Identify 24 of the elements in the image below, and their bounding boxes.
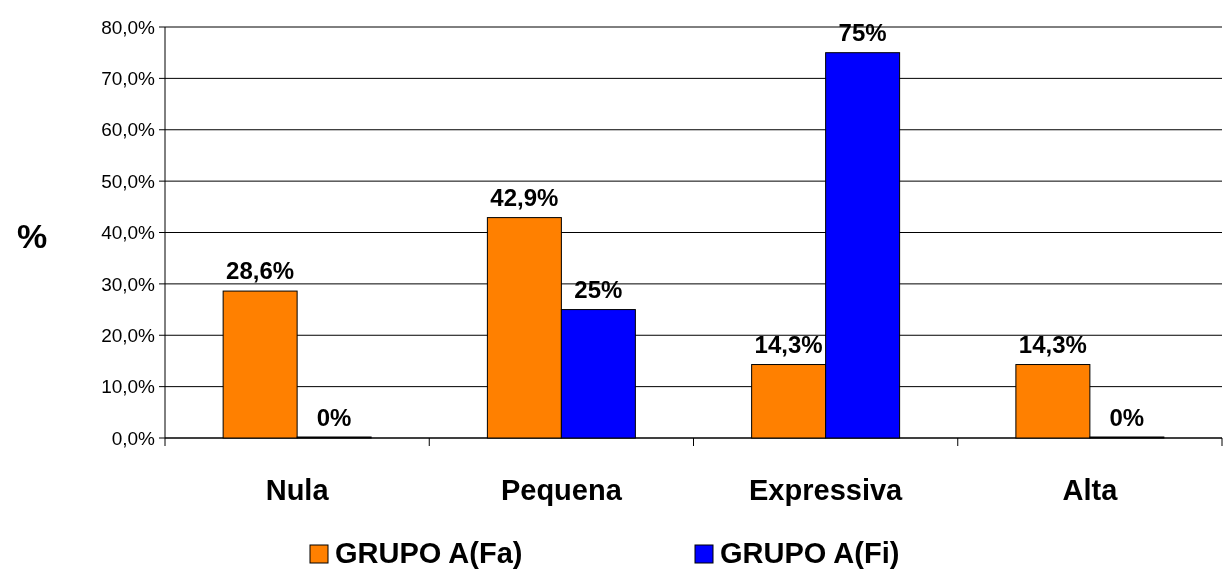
- x-tick-label: Expressiva: [749, 474, 904, 506]
- y-tick-label: 0,0%: [111, 427, 156, 449]
- x-tick-label: Pequena: [500, 474, 623, 506]
- y-tick-label: 50,0%: [101, 170, 156, 192]
- y-tick-label: 10,0%: [101, 376, 156, 398]
- data-label: 14,3%: [1018, 330, 1087, 358]
- y-tick-label: 70,0%: [101, 68, 156, 90]
- x-tick-label: Alta: [1062, 474, 1119, 506]
- data-label: 0%: [316, 404, 352, 431]
- y-tick-label: 60,0%: [101, 119, 156, 141]
- y-tick-label: 80,0%: [101, 16, 156, 38]
- x-tick-label: Nula: [265, 474, 330, 506]
- y-axis-title: %: [16, 217, 48, 255]
- data-label: 42,9%: [490, 183, 559, 211]
- y-tick-label: 20,0%: [101, 324, 156, 346]
- y-tick-label: 30,0%: [101, 273, 156, 295]
- legend-label: GRUPO A(Fa): [335, 537, 523, 569]
- data-label: 75%: [838, 18, 887, 46]
- data-label: 28,6%: [226, 257, 295, 285]
- y-tick-label: 40,0%: [101, 222, 156, 244]
- data-label: 14,3%: [754, 330, 823, 358]
- data-label: 25%: [574, 275, 623, 303]
- data-label: 0%: [1109, 404, 1145, 431]
- legend-label: GRUPO A(Fi): [720, 537, 900, 569]
